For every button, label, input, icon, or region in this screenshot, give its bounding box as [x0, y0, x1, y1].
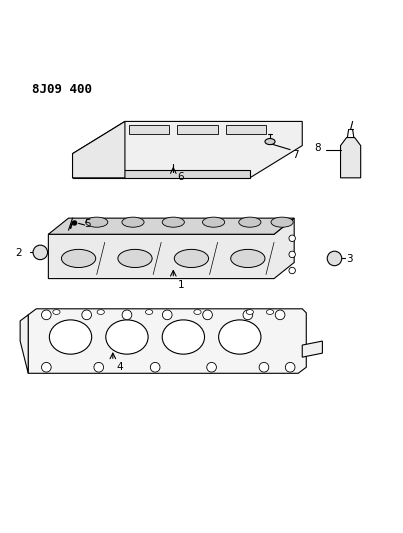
Ellipse shape: [97, 310, 104, 314]
Ellipse shape: [162, 320, 205, 354]
Polygon shape: [48, 218, 294, 235]
Polygon shape: [73, 122, 125, 178]
Polygon shape: [28, 309, 306, 373]
Ellipse shape: [145, 310, 153, 314]
Ellipse shape: [218, 320, 261, 354]
Ellipse shape: [162, 217, 185, 227]
Text: 7: 7: [292, 150, 299, 160]
Text: 3: 3: [347, 254, 353, 264]
Ellipse shape: [202, 217, 225, 227]
Text: 1: 1: [177, 280, 184, 290]
Ellipse shape: [85, 217, 108, 227]
Circle shape: [42, 310, 51, 320]
Text: 6: 6: [177, 172, 184, 182]
Ellipse shape: [118, 249, 152, 268]
Circle shape: [42, 362, 51, 372]
Circle shape: [207, 362, 216, 372]
Ellipse shape: [231, 249, 265, 268]
Ellipse shape: [194, 310, 201, 314]
Polygon shape: [48, 218, 294, 279]
Circle shape: [203, 310, 212, 320]
Text: 2: 2: [16, 248, 22, 258]
Polygon shape: [129, 125, 169, 133]
Ellipse shape: [265, 139, 275, 144]
Polygon shape: [73, 122, 302, 178]
Circle shape: [289, 268, 295, 274]
Ellipse shape: [246, 310, 253, 314]
Ellipse shape: [239, 217, 261, 227]
Polygon shape: [177, 125, 218, 133]
Circle shape: [73, 221, 77, 225]
Ellipse shape: [266, 310, 274, 314]
Polygon shape: [73, 170, 250, 178]
Text: 5: 5: [85, 219, 91, 229]
Ellipse shape: [271, 217, 293, 227]
Circle shape: [259, 362, 269, 372]
Circle shape: [275, 310, 285, 320]
Ellipse shape: [122, 217, 144, 227]
Circle shape: [33, 245, 48, 260]
Circle shape: [243, 310, 253, 320]
Polygon shape: [226, 125, 266, 133]
Circle shape: [82, 310, 91, 320]
Circle shape: [94, 362, 104, 372]
Circle shape: [327, 251, 342, 265]
Text: 4: 4: [117, 362, 123, 373]
Polygon shape: [20, 315, 28, 373]
Polygon shape: [341, 138, 361, 178]
Ellipse shape: [174, 249, 209, 268]
Circle shape: [289, 235, 295, 241]
Circle shape: [122, 310, 132, 320]
Ellipse shape: [49, 320, 91, 354]
Ellipse shape: [53, 310, 60, 314]
Circle shape: [285, 362, 295, 372]
Circle shape: [162, 310, 172, 320]
Circle shape: [150, 362, 160, 372]
Text: 8: 8: [314, 143, 320, 154]
Circle shape: [289, 251, 295, 257]
Text: 8J09 400: 8J09 400: [32, 83, 92, 96]
Polygon shape: [302, 341, 322, 357]
Ellipse shape: [106, 320, 148, 354]
Ellipse shape: [62, 249, 96, 268]
